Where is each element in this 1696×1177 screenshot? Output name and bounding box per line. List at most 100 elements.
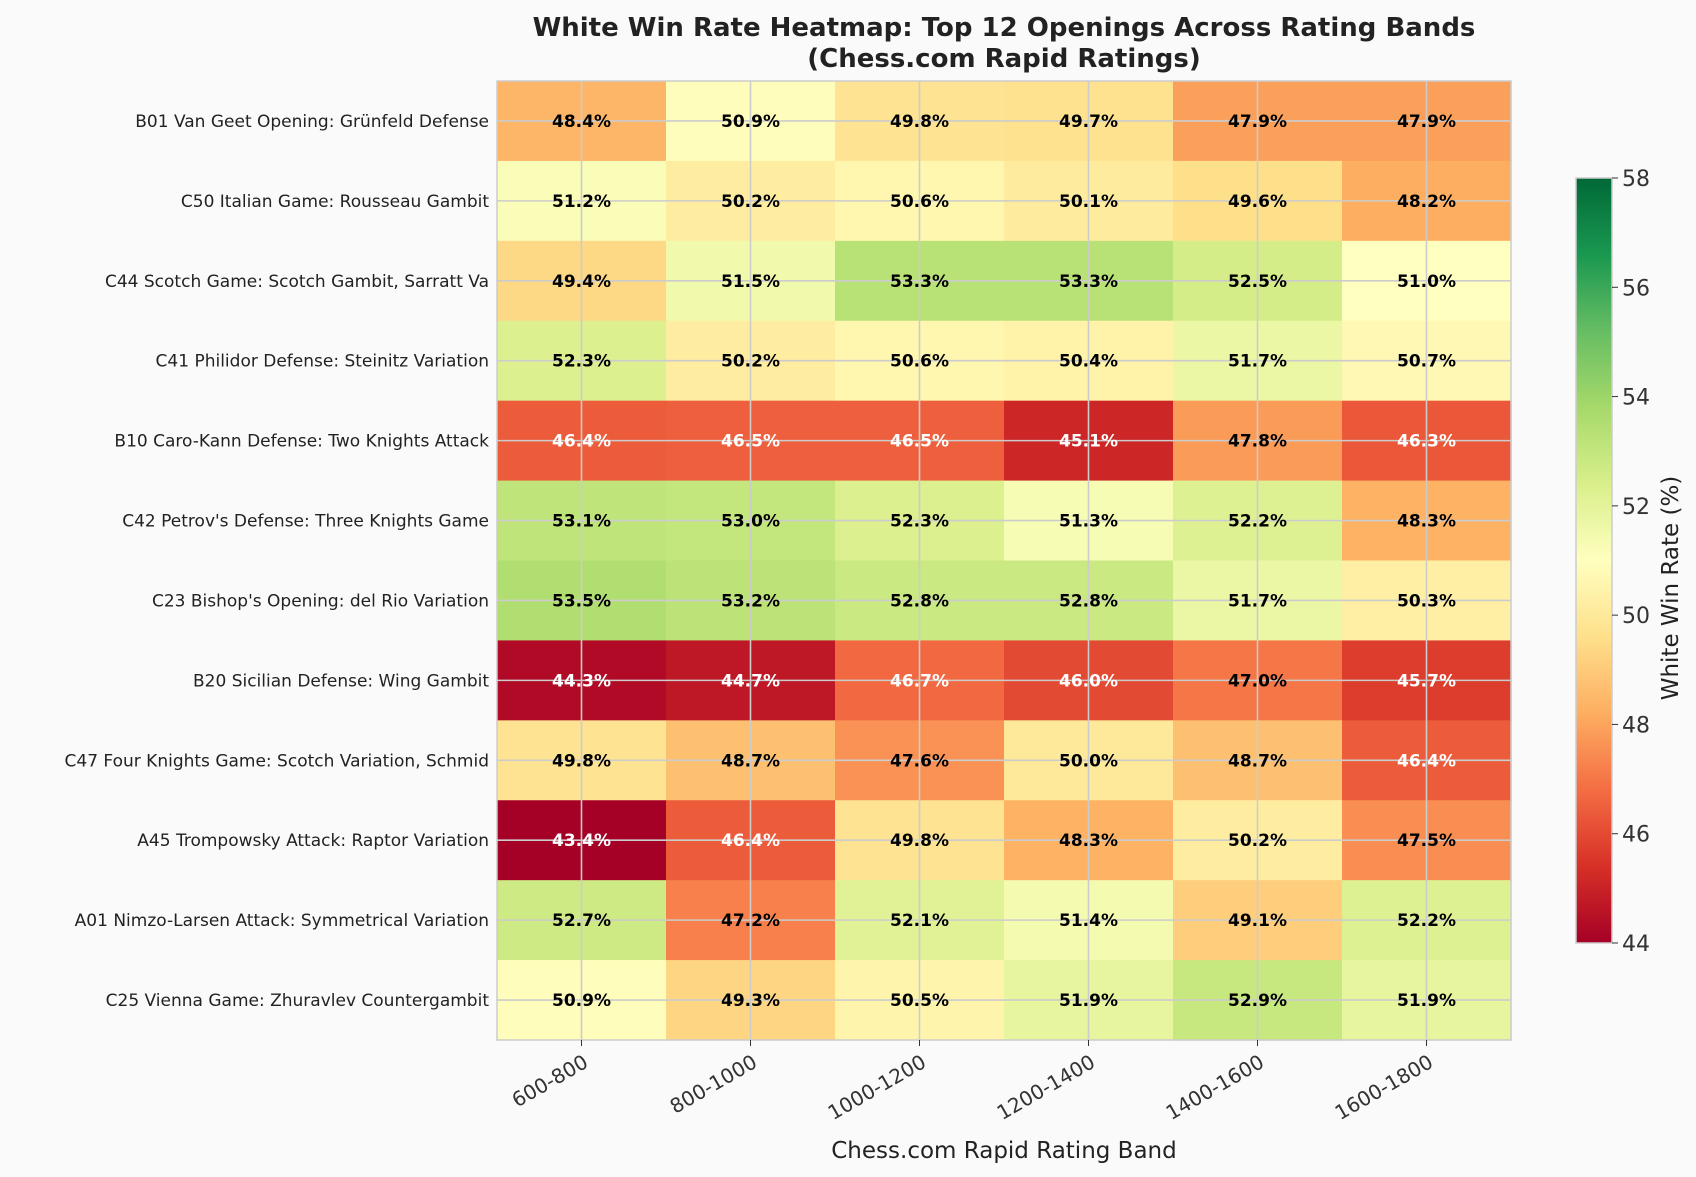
cell-value-label: 51.5% <box>721 272 780 292</box>
cell-value-label: 46.5% <box>721 432 780 452</box>
cell-value-label: 50.0% <box>1059 751 1118 771</box>
cell-value-label: 50.7% <box>1397 352 1456 372</box>
chart-title: White Win Rate Heatmap: Top 12 Openings … <box>533 13 1476 43</box>
cell-value-label: 46.7% <box>890 671 949 691</box>
cell-value-label: 52.3% <box>890 512 949 532</box>
cell-value-label: 53.3% <box>890 272 949 292</box>
cell-value-label: 53.0% <box>721 512 780 532</box>
row-label: C47 Four Knights Game: Scotch Variation,… <box>65 751 489 771</box>
column-label: 1200-1400 <box>993 1050 1099 1125</box>
cell-value-label: 53.5% <box>552 591 611 611</box>
cell-value-label: 51.0% <box>1397 272 1456 292</box>
column-labels: 600-800 800-1000 1000-1200 1200-1400 1400-16… <box>508 1040 1437 1125</box>
cell-value-label: 52.8% <box>1059 591 1118 611</box>
cell-value-label: 49.4% <box>552 272 611 292</box>
cell-value-label: 51.9% <box>1397 991 1456 1011</box>
cell-value-label: 50.9% <box>552 991 611 1011</box>
cell-value-label: 50.2% <box>721 192 780 212</box>
colorbar-tick-label: 46 <box>1622 823 1650 848</box>
cell-value-label: 48.7% <box>1228 751 1287 771</box>
colorbar-tick-label: 44 <box>1622 932 1650 957</box>
cell-value-label: 52.9% <box>1228 991 1287 1011</box>
cell-value-label: 52.7% <box>552 911 611 931</box>
colorbar-tick-label: 56 <box>1622 276 1650 301</box>
row-label: B10 Caro-Kann Defense: Two Knights Attac… <box>114 432 489 452</box>
cell-value-label: 50.6% <box>890 352 949 372</box>
row-label: C41 Philidor Defense: Steinitz Variation <box>156 352 489 372</box>
row-label: C23 Bishop's Opening: del Rio Variation <box>152 591 489 611</box>
heatmap-cells <box>497 81 1512 1041</box>
cell-value-label: 50.1% <box>1059 192 1118 212</box>
colorbar-tick-label: 48 <box>1622 713 1650 738</box>
cell-value-label: 46.4% <box>1397 751 1456 771</box>
chart-subtitle: (Chess.com Rapid Ratings) <box>807 44 1201 74</box>
cell-value-label: 47.0% <box>1228 671 1287 691</box>
heatmap-grid <box>496 80 1512 1041</box>
cell-value-label: 53.1% <box>552 512 611 532</box>
cell-value-label: 52.1% <box>890 911 949 931</box>
cell-value-label: 53.2% <box>721 591 780 611</box>
cell-value-label: 51.7% <box>1228 591 1287 611</box>
cell-value-label: 50.9% <box>721 112 780 132</box>
cell-value-label: 49.3% <box>721 991 780 1011</box>
cell-value-label: 48.3% <box>1059 831 1118 851</box>
cell-value-label: 48.2% <box>1397 192 1456 212</box>
row-label: C42 Petrov's Defense: Three Knights Game <box>122 512 489 532</box>
cell-value-label: 47.8% <box>1228 432 1287 452</box>
cell-value-label: 51.9% <box>1059 991 1118 1011</box>
cell-value-label: 48.7% <box>721 751 780 771</box>
cell-value-labels: 48.4% 50.9% 49.8% 49.7% 47.9% 47.9% 51.2% 50.2%… <box>552 112 1456 1011</box>
cell-value-label: 46.3% <box>1397 432 1456 452</box>
cell-value-label: 46.0% <box>1059 671 1118 691</box>
cell-value-label: 45.7% <box>1397 671 1456 691</box>
row-labels: B01 Van Geet Opening: Grünfeld Defense C5… <box>65 112 490 1011</box>
row-label: C25 Vienna Game: Zhuravlev Countergambit <box>106 991 490 1011</box>
row-label: C44 Scotch Game: Scotch Gambit, Sarratt … <box>105 272 489 292</box>
colorbar-label: White Win Rate (%) <box>1658 476 1684 701</box>
row-label: B20 Sicilian Defense: Wing Gambit <box>193 671 489 691</box>
cell-value-label: 47.5% <box>1397 831 1456 851</box>
row-label: B01 Van Geet Opening: Grünfeld Defense <box>135 112 489 132</box>
plot-frame <box>496 80 1512 1041</box>
colorbar: 44 46 48 50 52 54 56 58 <box>1575 167 1650 957</box>
cell-value-label: 52.2% <box>1397 911 1456 931</box>
cell-value-label: 51.2% <box>552 192 611 212</box>
cell-value-label: 49.8% <box>890 112 949 132</box>
cell-value-label: 50.2% <box>721 352 780 372</box>
cell-value-label: 52.2% <box>1228 512 1287 532</box>
cell-value-label: 53.3% <box>1059 272 1118 292</box>
row-label: A45 Trompowsky Attack: Raptor Variation <box>137 831 489 851</box>
cell-value-label: 52.5% <box>1228 272 1287 292</box>
column-label: 600-800 <box>508 1050 592 1113</box>
colorbar-tick-label: 54 <box>1622 386 1650 411</box>
cell-value-label: 49.8% <box>552 751 611 771</box>
cell-value-label: 51.7% <box>1228 352 1287 372</box>
cell-value-label: 50.6% <box>890 192 949 212</box>
cell-value-label: 50.4% <box>1059 352 1118 372</box>
column-label: 1000-1200 <box>824 1050 930 1125</box>
cell-value-label: 47.6% <box>890 751 949 771</box>
cell-value-label: 49.6% <box>1228 192 1287 212</box>
cell-value-label: 52.8% <box>890 591 949 611</box>
cell-value-label: 47.9% <box>1397 112 1456 132</box>
cell-value-label: 51.3% <box>1059 512 1118 532</box>
cell-value-label: 45.1% <box>1059 432 1118 452</box>
colorbar-tick-label: 52 <box>1622 495 1650 520</box>
column-label: 1400-1600 <box>1162 1050 1268 1125</box>
cell-value-label: 48.4% <box>552 112 611 132</box>
cell-value-label: 43.4% <box>552 831 611 851</box>
cell-value-label: 49.8% <box>890 831 949 851</box>
cell-value-label: 46.4% <box>721 831 780 851</box>
cell-value-label: 48.3% <box>1397 512 1456 532</box>
x-axis-label: Chess.com Rapid Rating Band <box>831 1138 1176 1164</box>
column-label: 1600-1800 <box>1331 1050 1437 1125</box>
column-label: 800-1000 <box>666 1050 761 1119</box>
colorbar-gradient <box>1575 177 1613 944</box>
cell-value-label: 47.9% <box>1228 112 1287 132</box>
colorbar-tick-label: 50 <box>1622 604 1650 629</box>
cell-value-label: 52.3% <box>552 352 611 372</box>
cell-value-label: 44.7% <box>721 671 780 691</box>
cell-value-label: 44.3% <box>552 671 611 691</box>
colorbar-tick-label: 58 <box>1622 167 1650 192</box>
